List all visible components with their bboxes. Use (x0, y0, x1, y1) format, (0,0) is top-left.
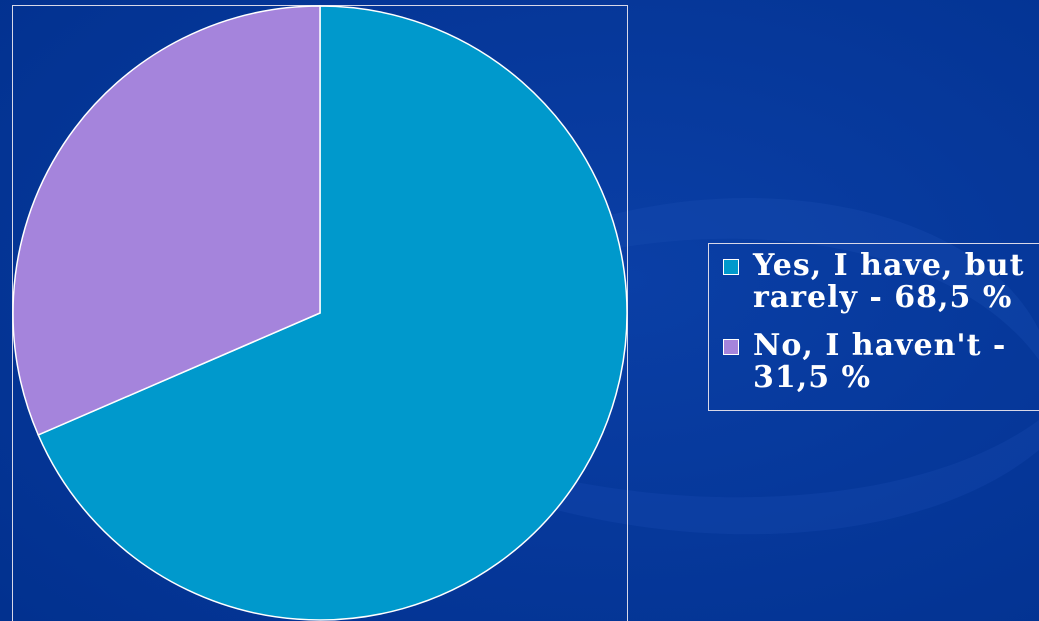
chart-legend: Yes, I have, but rarely - 68,5 % No, I h… (708, 243, 1039, 411)
legend-item-no: No, I haven't - 31,5 % (723, 330, 1039, 394)
legend-swatch-yes (723, 259, 739, 275)
legend-label-yes: Yes, I have, but rarely - 68,5 % (753, 248, 1025, 315)
pie-slice-no (12, 5, 321, 436)
legend-swatch-no (723, 339, 739, 355)
legend-label-no: No, I haven't - 31,5 % (753, 328, 1007, 395)
pie-slice-yes (37, 5, 628, 621)
legend-item-yes: Yes, I have, but rarely - 68,5 % (723, 250, 1039, 314)
